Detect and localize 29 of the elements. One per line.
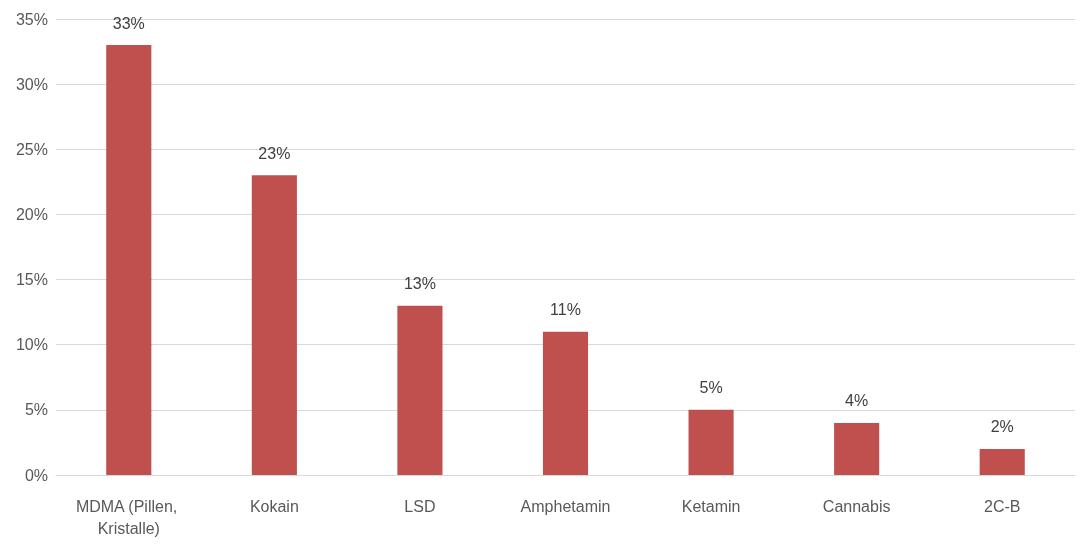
bar xyxy=(979,448,1025,475)
data-label: 13% xyxy=(403,275,436,293)
x-tick-label: Ketamin xyxy=(681,497,741,515)
y-tick-label: 20% xyxy=(15,205,48,223)
y-tick-label: 30% xyxy=(15,75,48,93)
x-tick-label: Kokain xyxy=(249,497,299,515)
data-label: 2% xyxy=(990,418,1014,436)
data-label: 23% xyxy=(258,144,291,162)
bar xyxy=(251,175,297,475)
y-tick-label: 10% xyxy=(15,336,48,354)
bar xyxy=(106,45,152,475)
y-tick-label: 25% xyxy=(15,140,48,158)
data-label: 5% xyxy=(699,379,723,397)
data-label: 4% xyxy=(845,392,869,410)
data-label: 11% xyxy=(550,301,581,319)
x-tick-label: Cannabis xyxy=(822,497,891,515)
bar xyxy=(834,422,880,475)
y-tick-label: 5% xyxy=(24,401,48,419)
x-tick-label: LSD xyxy=(404,497,436,515)
data-label: 33% xyxy=(112,14,145,32)
x-tick-label: 2C-B xyxy=(983,497,1021,515)
y-tick-label: 35% xyxy=(15,10,48,28)
bar xyxy=(397,305,443,475)
bar xyxy=(542,331,589,475)
y-tick-label: 0% xyxy=(24,466,48,484)
bar xyxy=(688,409,734,475)
x-tick-label: Amphetamin xyxy=(520,497,611,515)
y-tick-label: 15% xyxy=(15,271,48,289)
x-tick-label: MDMA (Pillen, Kristalle) xyxy=(75,497,182,537)
